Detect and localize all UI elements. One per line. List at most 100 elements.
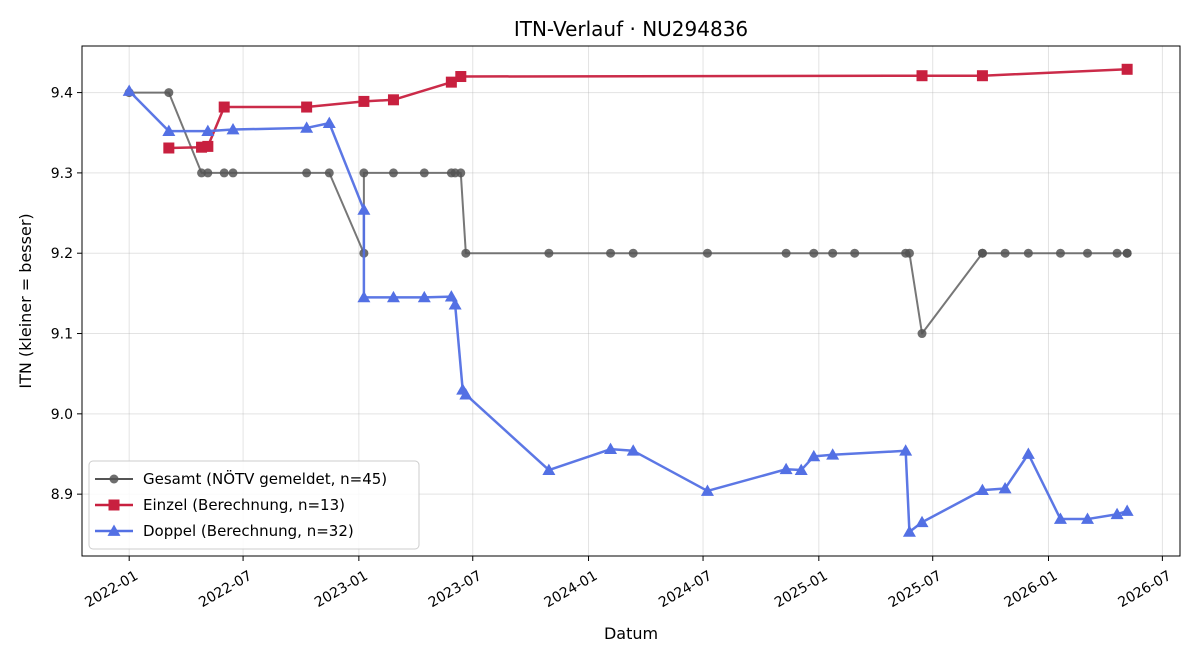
doppel-point (357, 203, 371, 215)
gesamt-point (456, 168, 466, 178)
y-tick-label: 9.3 (51, 166, 73, 182)
series-0 (124, 88, 1132, 339)
gesamt-point (1055, 248, 1065, 258)
gesamt-point (781, 248, 791, 258)
gesamt-point (1023, 248, 1033, 258)
einzel-point (163, 142, 175, 154)
doppel-point (1021, 447, 1035, 459)
doppel-point (459, 388, 473, 400)
doppel-point (1110, 507, 1124, 520)
doppel-point (300, 121, 314, 133)
legend-box (88, 460, 420, 550)
gesamt-point (828, 248, 838, 258)
einzel-point (455, 71, 467, 83)
doppel-point (322, 116, 336, 128)
gesamt-point (702, 248, 712, 258)
gesamt-point (850, 248, 860, 258)
legend-label: Gesamt (NÖTV gemeldet, n=45) (143, 469, 387, 488)
series-1 (163, 63, 1133, 154)
einzel-point (218, 101, 230, 113)
doppel-point (357, 290, 371, 303)
doppel-point (794, 463, 808, 475)
legend-marker (109, 474, 119, 484)
doppel-point (626, 444, 640, 456)
y-tick-label: 9.2 (51, 246, 73, 262)
einzel-point (916, 70, 928, 82)
einzel-point (445, 76, 457, 88)
gesamt-point (197, 168, 207, 178)
gesamt-point (606, 248, 616, 258)
gesamt-point (1122, 248, 1132, 258)
y-tick-label: 8.9 (51, 487, 73, 503)
einzel-point (196, 141, 208, 153)
doppel-point (542, 463, 556, 475)
doppel-point (201, 124, 215, 137)
doppel-point (1081, 512, 1095, 524)
einzel-point (358, 95, 370, 107)
gesamt-point (1000, 248, 1010, 258)
legend-marker (107, 524, 121, 536)
gesamt-point (904, 248, 914, 258)
gesamt-point (324, 168, 334, 178)
gesamt-point (359, 168, 369, 178)
gesamt-point (1112, 248, 1122, 258)
doppel-point (975, 483, 989, 496)
gesamt-point (628, 248, 638, 258)
legend-marker (108, 499, 120, 511)
doppel-point (122, 84, 136, 96)
einzel-point (1121, 63, 1133, 75)
einzel-point (202, 140, 214, 152)
doppel-point (899, 444, 913, 456)
einzel-point (301, 101, 313, 113)
series-2 (122, 84, 1134, 537)
doppel-point (807, 449, 821, 462)
einzel-point (976, 70, 988, 82)
legend-entry-einzel: Einzel (Berechnung, n=13) (95, 496, 345, 514)
doppel-point (700, 484, 714, 496)
y-axis-title: ITN (kleiner = besser) (16, 213, 35, 388)
doppel-point (386, 290, 400, 303)
doppel-point (162, 124, 176, 137)
legend-entry-gesamt: Gesamt (NÖTV gemeldet, n=45) (95, 469, 387, 488)
chart-title: ITN-Verlauf · NU294836 (514, 17, 748, 41)
doppel-point (444, 290, 458, 302)
plot-frame (81, 45, 1181, 557)
doppel-point (902, 525, 916, 537)
gesamt-point (1083, 248, 1093, 258)
doppel-point (998, 482, 1012, 494)
doppel-point (226, 123, 240, 135)
gesamt-point (219, 168, 229, 178)
doppel-point (1053, 512, 1067, 524)
gesamt-point (917, 329, 927, 339)
gesamt-point (228, 168, 238, 178)
gesamt-point (203, 168, 213, 178)
gesamt-point (388, 168, 398, 178)
legend: Gesamt (NÖTV gemeldet, n=45) Einzel (Bere… (88, 460, 420, 550)
x-axis-title: Datum (604, 624, 658, 643)
doppel-point (915, 515, 929, 528)
einzel-point (387, 94, 399, 106)
gesamt-point (164, 88, 174, 98)
doppel-point (1120, 504, 1134, 516)
series-layer (122, 63, 1134, 537)
y-tick-label: 9.4 (51, 86, 73, 102)
gesamt-series-line (129, 91, 1128, 335)
gesamt-point (544, 248, 554, 258)
doppel-point (604, 442, 618, 455)
y-axis-ticks: 8.9 9.0 9.1 9.2 9.3 9.4 (51, 86, 82, 503)
gesamt-point (809, 248, 819, 258)
gesamt-point (461, 248, 471, 258)
gesamt-point (977, 248, 987, 258)
doppel-point (417, 290, 431, 303)
doppel-point (448, 298, 462, 310)
doppel-point (826, 448, 840, 460)
legend-entries: Gesamt (NÖTV gemeldet, n=45) Einzel (Bere… (95, 469, 387, 540)
doppel-point (779, 462, 793, 475)
y-tick-label: 9.1 (51, 327, 73, 343)
legend-entry-doppel: Doppel (Berechnung, n=32) (95, 522, 354, 540)
y-tick-label: 9.0 (51, 407, 73, 423)
legend-label: Einzel (Berechnung, n=13) (143, 496, 345, 514)
legend-label: Doppel (Berechnung, n=32) (143, 522, 354, 540)
